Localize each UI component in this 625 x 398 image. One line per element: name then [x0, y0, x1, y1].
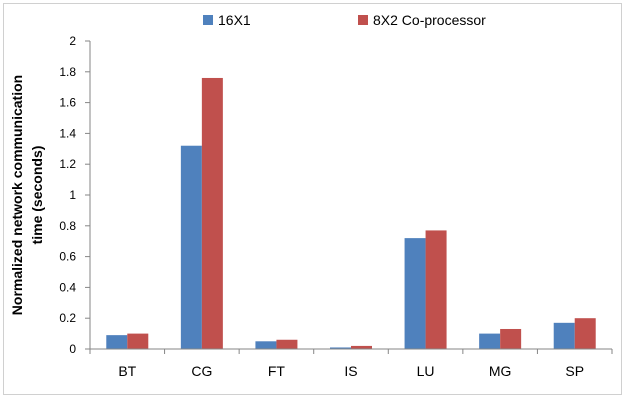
bar-lu-series-1 — [404, 238, 426, 349]
bar-is-series-2 — [351, 345, 372, 349]
y-tick-label: 0.4 — [59, 280, 76, 294]
x-tick-label: CG — [191, 363, 212, 379]
bar-bt-series-1 — [106, 335, 128, 349]
y-tick-label: 0 — [69, 342, 76, 356]
bar-lu-series-2 — [425, 230, 447, 349]
y-tick-label: 1.8 — [59, 65, 76, 79]
y-tick-label: 1.4 — [59, 126, 76, 140]
bar-ft-series-1 — [255, 341, 277, 349]
x-tick-label: MG — [489, 363, 512, 379]
legend-label: 16X1 — [218, 12, 251, 28]
bar-bt-series-2 — [127, 333, 149, 349]
y-tick-label: 0.2 — [59, 311, 76, 325]
x-tick-label: SP — [565, 363, 584, 379]
legend: 16X1 8X2 Co-processor — [203, 12, 486, 28]
legend-swatch — [203, 15, 213, 25]
y-tick-label: 1.2 — [59, 157, 76, 171]
y-axis: 0 0.2 0.4 0.6 0.8 1 1.2 1.4 1.6 1.8 2 — [59, 34, 91, 356]
bar-mg-series-1 — [479, 333, 501, 349]
y-tick-label: 1.6 — [59, 96, 76, 110]
bars — [106, 77, 596, 350]
y-tick-label: 2 — [69, 34, 76, 48]
legend-label: 8X2 Co-processor — [373, 12, 486, 28]
y-tick-label: 1 — [69, 188, 76, 202]
legend-swatch — [358, 15, 368, 25]
bar-sp-series-1 — [553, 322, 575, 349]
bar-cg-series-1 — [180, 145, 202, 349]
bar-sp-series-2 — [574, 318, 596, 349]
y-axis-label-line1: Normalized network communication — [9, 75, 25, 315]
x-axis: BT CG FT IS LU MG SP — [89, 348, 613, 379]
bar-is-series-1 — [330, 347, 351, 349]
x-tick-label: FT — [268, 363, 286, 379]
y-tick-label: 0.6 — [59, 250, 76, 264]
x-tick-label: LU — [417, 363, 435, 379]
y-axis-label-line2: time (seconds) — [29, 146, 45, 245]
y-tick-label: 0.8 — [59, 219, 76, 233]
bar-mg-series-2 — [500, 328, 522, 349]
x-tick-label: IS — [344, 363, 357, 379]
bar-cg-series-2 — [201, 77, 223, 350]
x-tick-label: BT — [118, 363, 136, 379]
bar-ft-series-2 — [276, 339, 298, 349]
